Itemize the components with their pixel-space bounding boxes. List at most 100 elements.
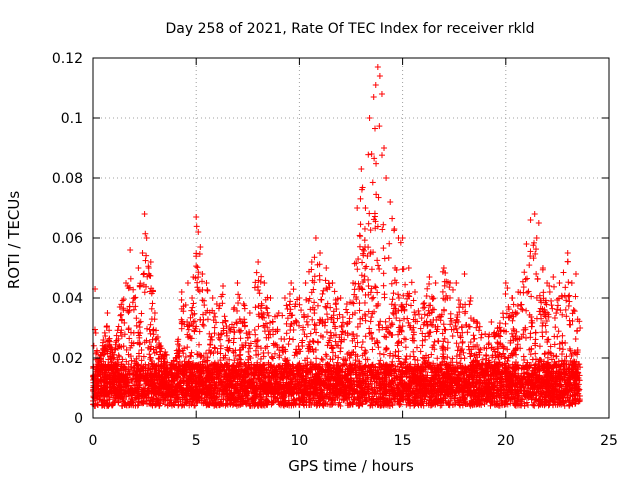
scatter-point xyxy=(182,353,189,360)
scatter-point xyxy=(284,315,291,322)
scatter-point xyxy=(359,338,366,345)
scatter-point xyxy=(531,402,538,409)
scatter-point xyxy=(376,265,383,272)
scatter-point xyxy=(554,333,561,340)
scatter-point xyxy=(378,152,385,159)
scatter-point xyxy=(475,327,482,334)
scatter-point xyxy=(444,339,451,346)
scatter-point xyxy=(556,345,563,352)
scatter-point xyxy=(241,302,248,309)
scatter-point xyxy=(360,247,367,254)
scatter-point xyxy=(478,334,485,341)
scatter-point xyxy=(356,300,363,307)
scatter-point xyxy=(509,317,516,324)
scatter-point xyxy=(309,337,316,344)
scatter-point xyxy=(522,276,529,283)
scatter-point xyxy=(196,341,203,348)
scatter-point xyxy=(545,336,552,343)
scatter-point xyxy=(523,275,530,282)
scatter-point xyxy=(373,160,380,167)
scatter-point xyxy=(412,311,419,318)
scatter-point xyxy=(371,213,378,220)
scatter-point xyxy=(256,290,263,297)
scatter-point xyxy=(572,336,579,343)
scatter-point xyxy=(357,221,364,228)
scatter-point xyxy=(403,301,410,308)
scatter-point xyxy=(388,301,395,308)
scatter-point xyxy=(271,350,278,357)
scatter-point xyxy=(148,305,155,312)
scatter-point xyxy=(269,354,276,361)
scatter-point xyxy=(395,348,402,355)
scatter-point xyxy=(190,300,197,307)
scatter-point xyxy=(314,302,321,309)
scatter-point xyxy=(311,326,318,333)
scatter-point xyxy=(143,252,150,259)
scatter-point xyxy=(486,331,493,338)
scatter-point xyxy=(231,357,238,364)
scatter-point xyxy=(322,303,329,310)
scatter-point xyxy=(292,301,299,308)
scatter-point xyxy=(439,330,446,337)
scatter-point xyxy=(528,361,535,368)
scatter-point xyxy=(332,338,339,345)
scatter-point xyxy=(369,346,376,353)
scatter-point xyxy=(380,245,387,252)
scatter-point xyxy=(447,321,454,328)
scatter-point xyxy=(453,340,460,347)
scatter-point xyxy=(546,288,553,295)
scatter-point xyxy=(570,307,577,314)
scatter-point xyxy=(528,293,535,300)
scatter-point xyxy=(290,336,297,343)
scatter-point xyxy=(362,291,369,298)
scatter-point xyxy=(309,316,316,323)
scatter-point xyxy=(235,291,242,298)
scatter-point xyxy=(369,179,376,186)
scatter-point xyxy=(380,221,387,228)
scatter-point xyxy=(290,286,297,293)
scatter-point xyxy=(405,319,412,326)
scatter-point xyxy=(542,313,549,320)
scatter-point xyxy=(253,269,260,276)
scatter-point xyxy=(479,356,486,363)
scatter-point xyxy=(411,309,418,316)
scatter-point xyxy=(92,329,99,336)
scatter-point xyxy=(147,354,154,361)
scatter-point xyxy=(380,270,387,277)
scatter-point xyxy=(502,320,509,327)
scatter-point xyxy=(358,344,365,351)
scatter-point xyxy=(434,355,441,362)
scatter-point xyxy=(533,270,540,277)
scatter-point xyxy=(369,310,376,317)
scatter-point xyxy=(352,343,359,350)
scatter-point xyxy=(473,324,480,331)
scatter-point xyxy=(362,333,369,340)
scatter-point xyxy=(130,306,137,313)
scatter-point xyxy=(559,332,566,339)
scatter-point xyxy=(236,352,243,359)
scatter-point xyxy=(311,273,318,280)
scatter-point xyxy=(441,335,448,342)
scatter-point xyxy=(365,276,372,283)
scatter-point xyxy=(236,295,243,302)
scatter-point xyxy=(263,304,270,311)
scatter-point xyxy=(520,284,527,291)
scatter-point xyxy=(344,309,351,316)
scatter-point xyxy=(426,329,433,336)
scatter-point xyxy=(376,350,383,357)
scatter-point xyxy=(539,319,546,326)
scatter-point xyxy=(296,301,303,308)
scatter-point xyxy=(365,220,372,227)
scatter-point xyxy=(194,264,201,271)
scatter-point xyxy=(417,348,424,355)
scatter-point xyxy=(359,259,366,266)
scatter-point xyxy=(536,343,543,350)
scatter-point xyxy=(320,287,327,294)
scatter-point xyxy=(195,269,202,276)
scatter-point xyxy=(286,335,293,342)
scatter-point xyxy=(371,155,378,162)
scatter-point xyxy=(121,331,128,338)
scatter-point xyxy=(446,284,453,291)
scatter-point xyxy=(149,300,156,307)
